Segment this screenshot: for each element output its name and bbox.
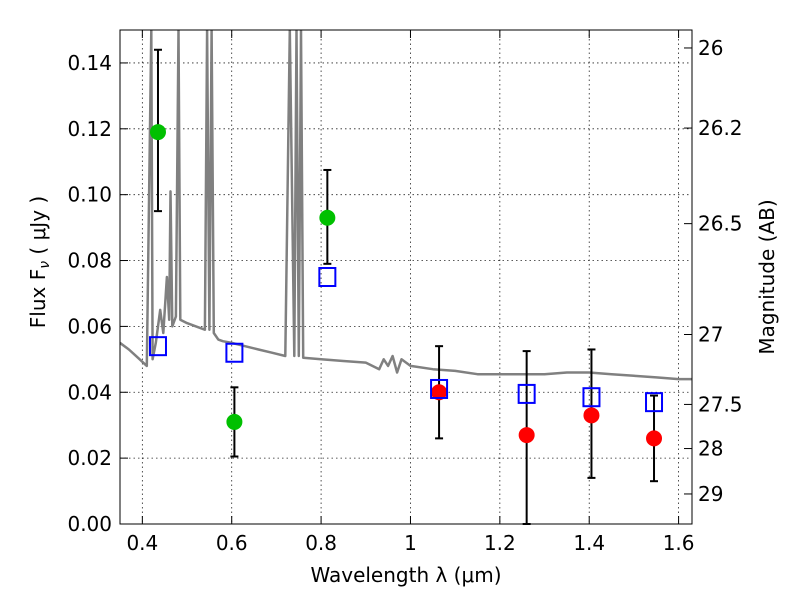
y2-tick-label: 26.2 — [698, 116, 743, 140]
model-point — [517, 383, 536, 404]
x-tick-label: 1.2 — [484, 531, 516, 555]
x-tick-label: 0.4 — [126, 531, 158, 555]
data-point — [583, 407, 600, 424]
y2-tick-label: 26 — [698, 36, 723, 60]
x-tick-label: 1.4 — [573, 531, 605, 555]
y-tick-label: 0.12 — [67, 117, 112, 141]
y2-tick-label: 28 — [698, 437, 723, 461]
y-axis-label-main: Flux F — [26, 269, 50, 328]
data-point — [149, 124, 166, 141]
y2-axis-label: Magnitude (AB) — [755, 199, 779, 354]
y-tick-label: 0.14 — [67, 51, 112, 75]
model-point — [148, 336, 167, 357]
model-spectrum-layer — [120, 30, 692, 381]
model-point — [225, 342, 244, 363]
y2-tick-label: 29 — [698, 482, 723, 506]
model-point — [645, 392, 664, 413]
model-spectrum-line — [120, 30, 692, 381]
y-tick-label: 0.04 — [67, 380, 112, 404]
data-point — [518, 427, 535, 444]
x-tick-label: 1 — [404, 531, 417, 555]
y-tick-label: 0.06 — [67, 314, 112, 338]
marker-layer — [148, 124, 664, 447]
data-point — [226, 413, 243, 430]
y-tick-label: 0.10 — [67, 183, 112, 207]
y-tick-label: 0.00 — [67, 512, 112, 536]
plot-frame — [119, 29, 693, 525]
y2-tick-label: 27.5 — [698, 392, 743, 416]
y2-tick-label: 26.5 — [698, 212, 743, 236]
x-tick-label: 0.6 — [216, 531, 248, 555]
y-tick-label: 0.02 — [67, 446, 112, 470]
x-tick-label: 0.8 — [305, 531, 337, 555]
x-axis-label: Wavelength λ (μm) — [310, 563, 501, 587]
data-point — [646, 430, 663, 447]
model-point — [430, 378, 449, 399]
y-axis-label: Flux Fν ( μJy ) — [26, 196, 53, 328]
axis-ticks: 0.4 0.6 0.8 1 1.2 1.4 1.6 0.00 0.02 0.04 0.06 0.08 0… — [67, 30, 743, 555]
data-point — [319, 209, 336, 226]
plot-background — [120, 30, 692, 524]
y-axis-label-unit: ( μJy ) — [26, 196, 50, 261]
y2-tick-label: 27 — [698, 322, 723, 346]
y-axis-label-subscript: ν — [37, 261, 53, 269]
x-tick-label: 1.6 — [663, 531, 695, 555]
model-point — [582, 387, 601, 408]
y-tick-label: 0.08 — [67, 249, 112, 273]
model-point — [318, 267, 337, 287]
